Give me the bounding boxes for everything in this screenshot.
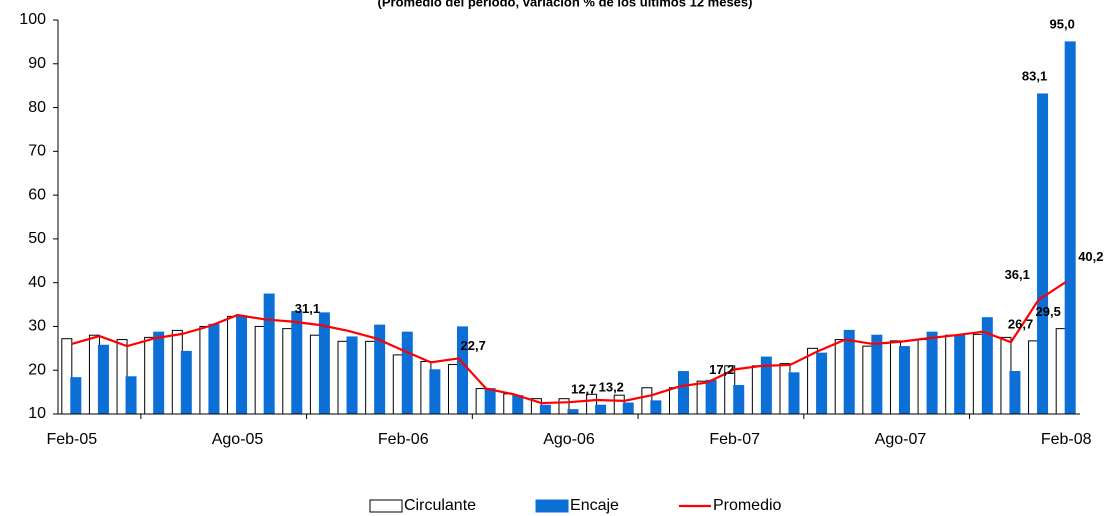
bar [622, 402, 634, 415]
bar [291, 311, 303, 415]
data-label: 40,2 [1078, 249, 1103, 264]
y-tick-label: 80 [28, 99, 46, 116]
bar [125, 376, 137, 415]
x-tick-label: Feb-05 [46, 431, 97, 448]
bar [788, 372, 800, 415]
data-label: 31,1 [295, 301, 320, 316]
x-tick-label: Ago-07 [875, 431, 927, 448]
bar [926, 331, 938, 415]
line [71, 280, 1067, 405]
y-tick-label: 40 [28, 274, 46, 291]
y-tick-label: 10 [28, 405, 46, 422]
bar [1064, 41, 1076, 415]
bar [503, 393, 515, 415]
bar [898, 346, 910, 415]
legend-swatch [535, 499, 569, 513]
legend-swatch [369, 499, 403, 513]
data-label: 26,7 [1008, 316, 1033, 331]
data-label: 17,2 [709, 362, 734, 377]
bar [733, 385, 745, 415]
legend-label: Circulante [404, 497, 476, 514]
x-tick-label: Feb-07 [709, 431, 760, 448]
bar [1037, 93, 1049, 415]
bar [61, 338, 73, 415]
y-tick-label: 70 [28, 143, 46, 160]
bar [539, 404, 551, 415]
bar [705, 379, 717, 415]
bar [512, 395, 524, 415]
bar [318, 312, 330, 415]
bar [954, 334, 966, 415]
x-tick-label: Feb-08 [1041, 431, 1092, 448]
y-tick-label: 60 [28, 186, 46, 203]
bar [236, 315, 248, 415]
legend-label: Promedio [713, 497, 782, 514]
bar [208, 323, 220, 415]
y-tick-label: 50 [28, 230, 46, 247]
bar [595, 404, 607, 415]
x-tick-label: Feb-06 [378, 431, 429, 448]
x-tick-label: Ago-06 [543, 431, 595, 448]
data-label: 22,7 [461, 338, 486, 353]
bar [70, 377, 82, 415]
bar [816, 352, 828, 415]
y-tick-label: 30 [28, 318, 46, 335]
bar [153, 331, 165, 415]
bar [650, 400, 662, 415]
data-label: 12,7 [571, 382, 596, 397]
bar [843, 329, 855, 415]
bar [871, 334, 883, 415]
bar [180, 350, 192, 415]
data-label: 29,5 [1036, 304, 1061, 319]
bar [567, 409, 579, 415]
y-tick-label: 90 [28, 55, 46, 72]
data-label: 36,1 [1005, 267, 1030, 282]
y-tick-label: 20 [28, 361, 46, 378]
bar [97, 344, 109, 415]
bar [346, 336, 358, 415]
x-tick-label: Ago-05 [212, 431, 264, 448]
legend-label: Encaje [570, 497, 619, 514]
bar [429, 369, 441, 415]
data-label: 95,0 [1050, 16, 1075, 31]
data-label: 83,1 [1022, 68, 1047, 83]
data-label: 13,2 [599, 379, 624, 394]
chart-subtitle: (Promedio del período, variación % de lo… [378, 0, 753, 9]
bar [263, 293, 275, 415]
bar [677, 371, 689, 415]
bar [1009, 371, 1021, 415]
bar [401, 331, 413, 415]
y-tick-label: 100 [19, 11, 46, 28]
bar [484, 388, 496, 415]
